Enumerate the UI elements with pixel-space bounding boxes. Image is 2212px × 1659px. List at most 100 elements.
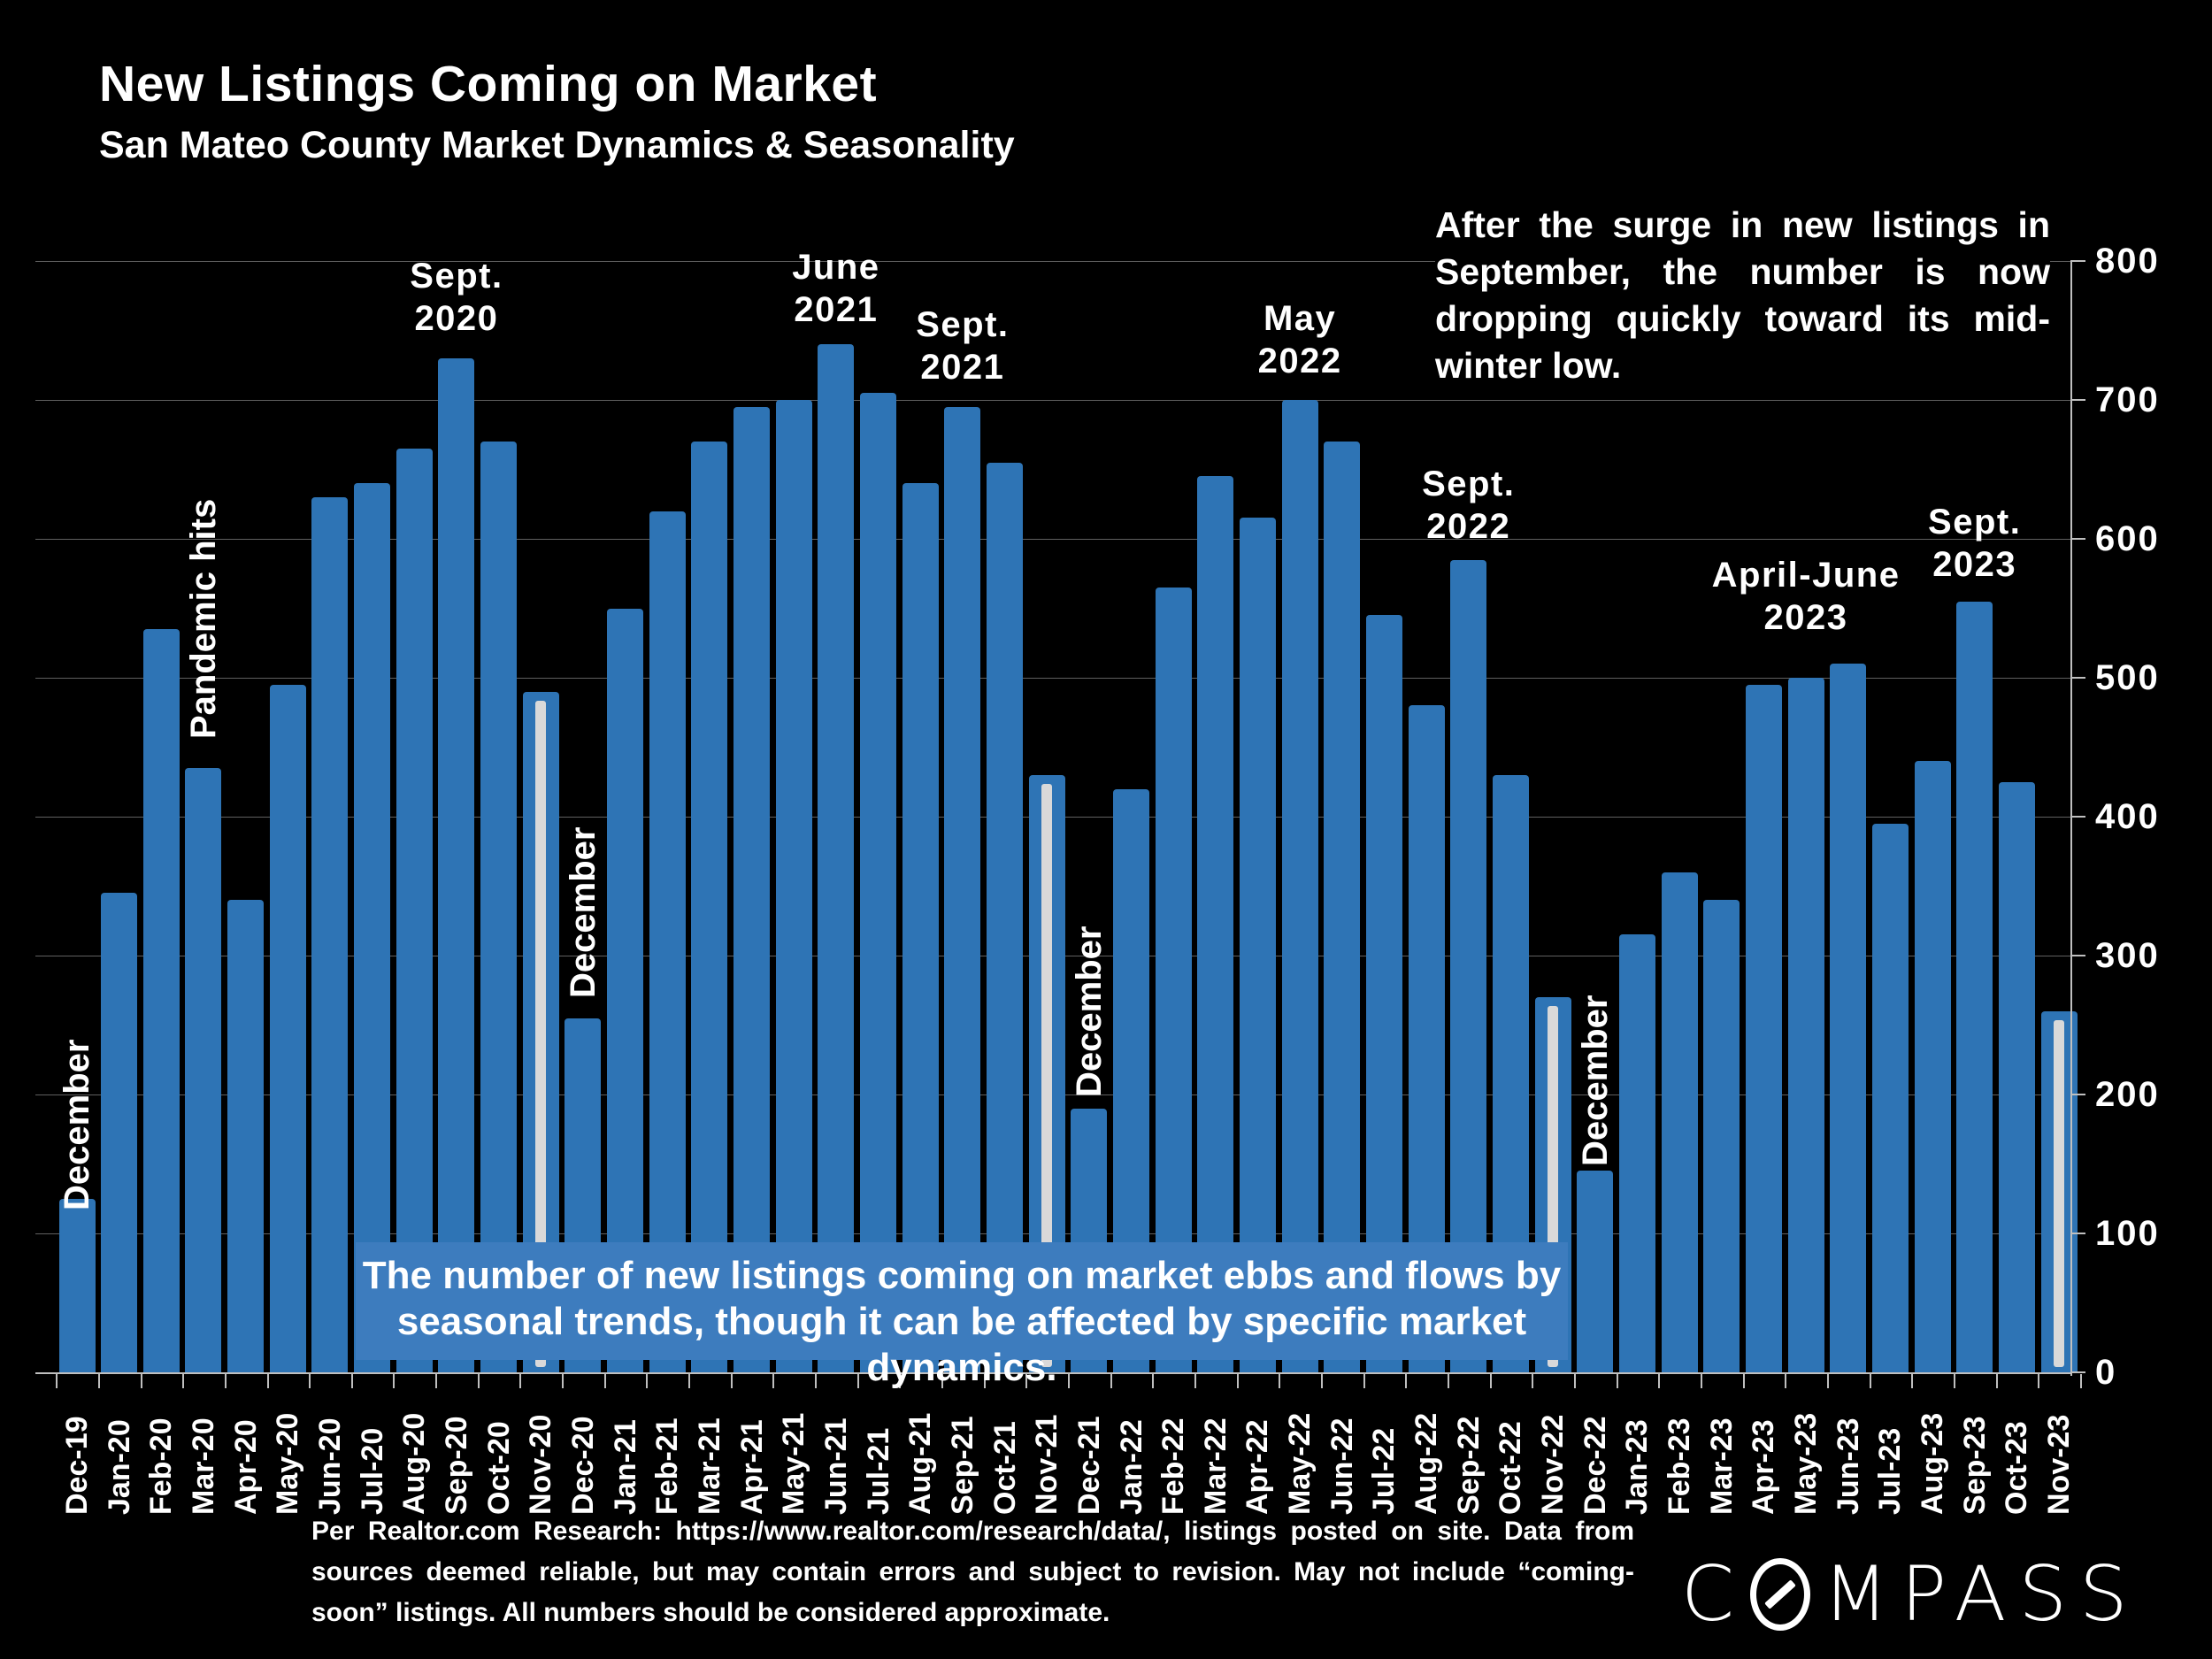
y-tick-500 xyxy=(2070,677,2085,679)
x-tick-33 xyxy=(1447,1374,1449,1388)
x-tick-label-Oct-21: Oct-21 xyxy=(987,1421,1022,1515)
x-tick-23 xyxy=(1025,1374,1028,1388)
bar-Apr-22 xyxy=(1239,518,1276,1372)
x-tick-label-Sep-21: Sep-21 xyxy=(945,1416,979,1516)
bar-Aug-20 xyxy=(396,448,433,1372)
y-tick-label-800: 800 xyxy=(2095,242,2160,280)
x-tick-label-Oct-23: Oct-23 xyxy=(2000,1421,2034,1515)
bar-May-22 xyxy=(1281,400,1318,1372)
x-tick-label-Dec-21: Dec-21 xyxy=(1071,1416,1106,1515)
bar-Feb-21 xyxy=(649,511,686,1372)
x-tick-label-Apr-21: Apr-21 xyxy=(734,1419,769,1515)
x-tick-label-Feb-22: Feb-22 xyxy=(1156,1417,1191,1515)
overlay-note-line1: The number of new listings coming on mar… xyxy=(362,1254,1562,1297)
x-tick-41 xyxy=(1785,1374,1787,1388)
vertical-label-3: December xyxy=(1069,926,1109,1097)
callout-3: May 2022 xyxy=(1257,299,1342,380)
x-tick-20 xyxy=(899,1374,902,1388)
x-tick-7 xyxy=(350,1374,353,1388)
gridline-800 xyxy=(35,261,2070,262)
x-tick-label-Jan-22: Jan-22 xyxy=(1114,1419,1148,1515)
overlay-note-box: The number of new listings coming on mar… xyxy=(356,1242,1568,1389)
compass-logo: C MPASS xyxy=(1681,1550,2140,1639)
x-tick-10 xyxy=(477,1374,480,1388)
x-tick-label-Sep-22: Sep-22 xyxy=(1451,1416,1486,1516)
bar-Feb-22 xyxy=(1155,587,1192,1372)
bar-Mar-22 xyxy=(1197,476,1234,1372)
x-tick-label-Aug-22: Aug-22 xyxy=(1409,1412,1444,1515)
y-tick-label-700: 700 xyxy=(2095,380,2160,419)
y-tick-400 xyxy=(2070,816,2085,818)
x-tick-label-Mar-21: Mar-21 xyxy=(692,1417,726,1515)
x-tick-label-Nov-22: Nov-22 xyxy=(1536,1414,1571,1515)
compass-needle-icon xyxy=(1764,1579,1796,1609)
x-tick-22 xyxy=(983,1374,986,1388)
x-tick-label-May-21: May-21 xyxy=(777,1412,811,1515)
callout-2: Sept. 2021 xyxy=(916,305,1010,387)
x-tick-label-Jan-20: Jan-20 xyxy=(102,1419,136,1515)
bar-Oct-21 xyxy=(987,462,1024,1372)
x-tick-47 xyxy=(2038,1374,2040,1388)
x-tick-label-Jul-20: Jul-20 xyxy=(355,1427,389,1515)
x-tick-27 xyxy=(1194,1374,1197,1388)
x-tick-label-Apr-20: Apr-20 xyxy=(228,1419,263,1515)
x-tick-31 xyxy=(1363,1374,1365,1388)
y-tick-600 xyxy=(2070,538,2085,540)
source-disclaimer: Per Realtor.com Research: https://www.re… xyxy=(311,1517,1634,1627)
x-tick-12 xyxy=(562,1374,565,1388)
x-tick-label-Sep-23: Sep-23 xyxy=(1957,1416,1992,1516)
y-tick-label-300: 300 xyxy=(2095,936,2160,975)
y-tick-700 xyxy=(2070,399,2085,401)
x-tick-15 xyxy=(688,1374,691,1388)
x-tick-label-May-20: May-20 xyxy=(271,1412,305,1515)
x-tick-label-May-23: May-23 xyxy=(1789,1412,1824,1515)
x-tick-43 xyxy=(1869,1374,1871,1388)
x-tick-label-Jun-22: Jun-22 xyxy=(1325,1417,1359,1515)
x-tick-26 xyxy=(1152,1374,1155,1388)
x-tick-39 xyxy=(1700,1374,1702,1388)
bar-Oct-23 xyxy=(1998,781,2035,1372)
x-tick-18 xyxy=(815,1374,818,1388)
x-tick-label-Sep-20: Sep-20 xyxy=(439,1416,473,1516)
bar-Sep-21 xyxy=(944,406,981,1372)
compass-o-icon xyxy=(1750,1558,1811,1631)
x-tick-19 xyxy=(856,1374,859,1388)
bar-Oct-20 xyxy=(480,442,518,1372)
x-tick-label-Nov-21: Nov-21 xyxy=(1030,1414,1064,1515)
x-tick-38 xyxy=(1658,1374,1661,1388)
bar-Apr-21 xyxy=(733,406,771,1372)
bar-Jun-23 xyxy=(1830,664,1867,1372)
x-tick-label-Nov-20: Nov-20 xyxy=(524,1414,558,1515)
bar-Sep-20 xyxy=(438,357,475,1372)
x-tick-label-Jan-21: Jan-21 xyxy=(608,1419,642,1515)
bar-Mar-21 xyxy=(691,442,728,1372)
page-title: New Listings Coming on Market xyxy=(99,56,878,112)
page-subtitle: San Mateo County Market Dynamics & Seaso… xyxy=(99,124,1015,166)
x-tick-4 xyxy=(224,1374,227,1388)
x-axis-line xyxy=(35,1372,2072,1374)
y-tick-0 xyxy=(2070,1371,2085,1373)
x-tick-30 xyxy=(1321,1374,1323,1388)
highlight-stripe-Nov-20 xyxy=(534,700,546,1367)
bar-Sep-23 xyxy=(1956,601,1993,1372)
x-tick-37 xyxy=(1616,1374,1618,1388)
bar-May-20 xyxy=(269,684,306,1372)
x-tick-21 xyxy=(941,1374,944,1388)
gridline-600 xyxy=(35,539,2070,540)
overlay-note-line2: seasonal trends, though it can be affect… xyxy=(396,1300,1527,1389)
bar-Aug-21 xyxy=(902,483,939,1372)
highlight-stripe-Nov-21 xyxy=(1041,783,1052,1367)
x-tick-2 xyxy=(140,1374,142,1388)
x-tick-25 xyxy=(1110,1374,1112,1388)
bar-Jun-22 xyxy=(1324,442,1361,1372)
x-tick-0 xyxy=(56,1374,58,1388)
x-tick-label-Jun-21: Jun-21 xyxy=(818,1417,853,1515)
bar-May-21 xyxy=(775,400,812,1372)
callout-6: Sept. 2023 xyxy=(1928,503,2022,584)
x-tick-5 xyxy=(266,1374,269,1388)
x-tick-36 xyxy=(1573,1374,1576,1388)
x-tick-label-Aug-20: Aug-20 xyxy=(397,1412,432,1515)
x-tick-label-Jul-22: Jul-22 xyxy=(1367,1427,1402,1515)
bar-Jun-20 xyxy=(311,496,349,1372)
